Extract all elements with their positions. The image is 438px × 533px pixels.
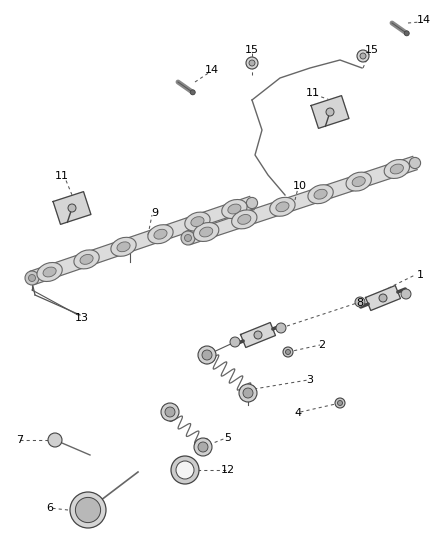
Ellipse shape (404, 31, 409, 36)
Text: 12: 12 (221, 465, 235, 475)
Ellipse shape (246, 57, 258, 69)
Ellipse shape (80, 254, 93, 264)
Ellipse shape (148, 225, 173, 244)
Ellipse shape (360, 53, 366, 59)
Ellipse shape (338, 400, 343, 406)
Text: 9: 9 (152, 208, 159, 218)
Ellipse shape (384, 159, 410, 179)
Text: 1: 1 (417, 270, 424, 280)
Ellipse shape (283, 347, 293, 357)
Ellipse shape (37, 263, 62, 281)
Ellipse shape (198, 442, 208, 452)
Ellipse shape (243, 388, 253, 398)
Polygon shape (53, 192, 91, 224)
Ellipse shape (184, 235, 191, 241)
Ellipse shape (68, 204, 76, 212)
Text: 15: 15 (245, 45, 259, 55)
Ellipse shape (270, 197, 295, 216)
Ellipse shape (48, 433, 62, 447)
Ellipse shape (222, 199, 247, 219)
Ellipse shape (230, 337, 240, 347)
Ellipse shape (314, 189, 327, 199)
Ellipse shape (117, 242, 130, 252)
Text: 4: 4 (294, 408, 301, 418)
Ellipse shape (154, 229, 167, 239)
Ellipse shape (326, 108, 334, 116)
Text: 11: 11 (306, 88, 320, 98)
Ellipse shape (28, 274, 35, 281)
Polygon shape (311, 95, 349, 128)
Ellipse shape (249, 60, 255, 66)
Text: 8: 8 (357, 298, 364, 308)
Ellipse shape (191, 216, 204, 227)
Text: 14: 14 (205, 65, 219, 75)
Ellipse shape (335, 398, 345, 408)
Text: 2: 2 (318, 340, 325, 350)
Ellipse shape (111, 237, 136, 256)
Ellipse shape (410, 157, 420, 168)
Text: 5: 5 (225, 433, 232, 443)
Text: 10: 10 (293, 181, 307, 191)
Ellipse shape (355, 297, 365, 307)
Ellipse shape (202, 350, 212, 360)
Ellipse shape (70, 492, 106, 528)
Polygon shape (30, 196, 254, 285)
Ellipse shape (232, 210, 257, 229)
Ellipse shape (25, 271, 39, 285)
Ellipse shape (181, 231, 195, 245)
Text: 14: 14 (417, 15, 431, 25)
Ellipse shape (352, 176, 365, 187)
Ellipse shape (239, 384, 257, 402)
Ellipse shape (176, 461, 194, 479)
Ellipse shape (165, 407, 175, 417)
Ellipse shape (194, 223, 219, 241)
Ellipse shape (74, 250, 99, 269)
Ellipse shape (357, 50, 369, 62)
Ellipse shape (198, 346, 216, 364)
Ellipse shape (254, 331, 262, 339)
Ellipse shape (286, 350, 290, 354)
Ellipse shape (308, 185, 333, 204)
Ellipse shape (190, 90, 195, 95)
Ellipse shape (43, 267, 56, 277)
Ellipse shape (401, 289, 411, 299)
Ellipse shape (346, 172, 371, 191)
Text: 6: 6 (46, 503, 53, 513)
Ellipse shape (200, 227, 213, 237)
Ellipse shape (379, 294, 387, 302)
Ellipse shape (247, 197, 258, 208)
Text: 15: 15 (365, 45, 379, 55)
Ellipse shape (276, 202, 289, 212)
Polygon shape (240, 322, 276, 348)
Ellipse shape (276, 323, 286, 333)
Polygon shape (186, 156, 417, 245)
Ellipse shape (390, 164, 403, 174)
Polygon shape (366, 286, 400, 311)
Ellipse shape (171, 456, 199, 484)
Ellipse shape (185, 212, 210, 231)
Text: 3: 3 (307, 375, 314, 385)
Ellipse shape (75, 497, 101, 522)
Text: 13: 13 (75, 313, 89, 323)
Text: 11: 11 (55, 171, 69, 181)
Text: 7: 7 (17, 435, 24, 445)
Ellipse shape (194, 438, 212, 456)
Ellipse shape (228, 204, 241, 214)
Ellipse shape (161, 403, 179, 421)
Ellipse shape (238, 214, 251, 224)
